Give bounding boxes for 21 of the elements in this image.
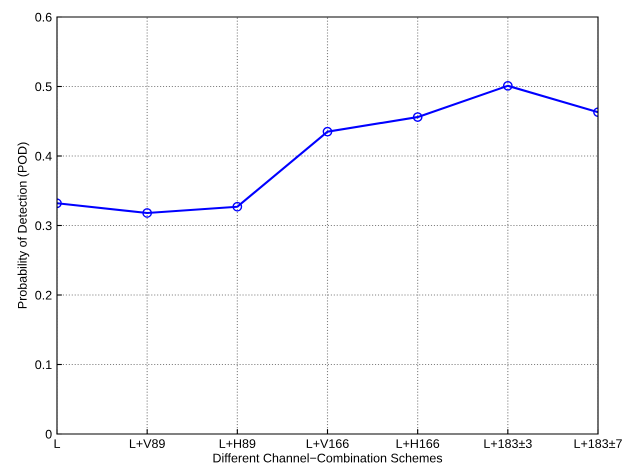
x-tick-label: L+H166 [396,439,440,448]
point [232,202,242,212]
x-tick-label: L+V89 [130,439,165,448]
x-tick-label: L+V166 [306,439,349,448]
x-axis-title: Different Channel−Combination Schemes [213,453,442,462]
y-axis-title: Probability of Detection (POD) [18,142,30,308]
y-tick-label: 0.3 [35,221,52,230]
point [142,208,152,218]
x-tick-label: L+H89 [220,439,256,448]
y-tick-label: 0 [46,430,52,439]
y-tick-label: 0.2 [35,290,52,300]
x-tick-label: L [54,439,60,448]
y-tick-label: 0.6 [35,12,52,22]
point [412,112,423,122]
x-tick-label: L+183±7 [574,439,622,448]
point [322,126,332,137]
y-tick-label: 0.5 [35,82,52,92]
y-tick-label: 0.4 [35,152,52,161]
point [502,80,513,91]
x-tick-label: L+183±3 [484,439,532,448]
y-tick-label: 0.1 [35,360,52,370]
